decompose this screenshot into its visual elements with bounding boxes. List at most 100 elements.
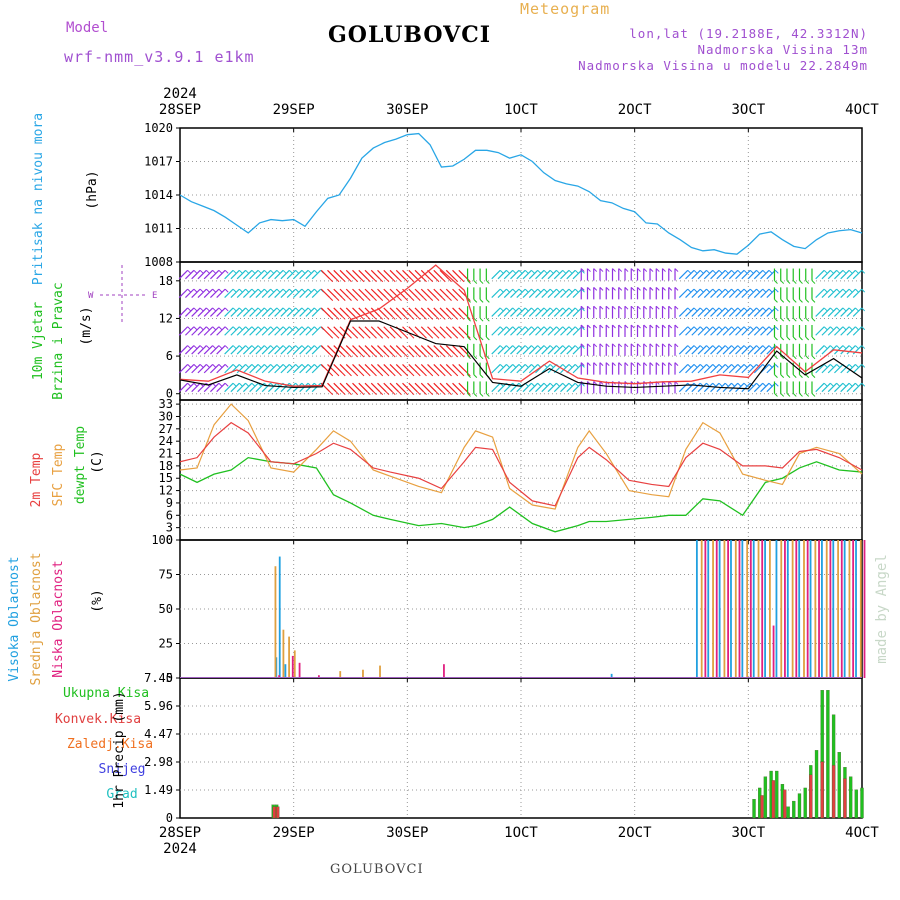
wind-barb — [735, 382, 745, 393]
wind-barb-flag — [391, 278, 396, 283]
wind-barb — [510, 345, 520, 355]
wind-barb-flag — [391, 334, 396, 339]
temp-ytick-label: 3 — [166, 521, 173, 535]
wind-barb — [389, 363, 399, 374]
wind-barb-flag — [391, 353, 396, 358]
wind-barb-flag — [612, 305, 616, 310]
wind-barb — [236, 288, 247, 299]
cloud-bar — [818, 540, 820, 678]
wind-barb-flag — [861, 288, 866, 293]
wind-barb-flag — [485, 317, 490, 322]
wind-barb — [242, 269, 253, 280]
wind-barb — [528, 326, 539, 336]
precip-bar — [860, 787, 864, 819]
time-tick-label-bottom: 1OCT — [504, 825, 538, 841]
wind-barb — [402, 269, 412, 280]
wind-barb-flag — [416, 297, 421, 301]
wind-barb-flag — [756, 307, 760, 312]
wind-barb-flag — [524, 307, 529, 312]
wind-barb-flag — [855, 288, 859, 293]
cloud-bar — [832, 540, 835, 678]
wind-barb-flag — [206, 307, 210, 312]
wind-barb-flag — [762, 288, 767, 293]
wind-barb — [840, 307, 850, 317]
wind-barb — [821, 345, 831, 355]
wind-barb — [402, 326, 412, 336]
wind-barb-flag — [301, 269, 306, 274]
wind-barb — [691, 363, 701, 374]
wind-barb — [716, 345, 726, 355]
wind-barb — [414, 288, 424, 299]
wind-barb — [191, 326, 201, 336]
wind-barb — [327, 307, 337, 317]
wind-barb — [420, 363, 431, 374]
cloud-bar — [734, 540, 737, 678]
cloud-bar — [749, 540, 752, 678]
wind-barb-flag — [580, 362, 585, 366]
wind-barb-flag — [199, 288, 204, 293]
wind-barb-flag — [549, 307, 554, 312]
cloud-bar — [806, 540, 809, 678]
wind-barb-flag — [587, 324, 591, 329]
wind-barb-flag — [348, 278, 352, 283]
wind-barb-flag — [842, 326, 847, 331]
wind-barb — [716, 288, 726, 299]
wind-barb-flag — [282, 326, 287, 331]
wind-barb-flag — [749, 307, 754, 312]
wind-barb — [760, 382, 770, 393]
wind-barb — [685, 363, 695, 374]
wind-barb — [547, 269, 557, 280]
wind-barb-flag — [410, 334, 415, 339]
wind-barb — [255, 345, 265, 355]
wind-barb-flag — [706, 382, 710, 387]
wind-barb-flag — [410, 278, 415, 283]
wind-unit: (m/s) — [79, 306, 94, 345]
wind-barb — [703, 345, 714, 355]
wind-barb-flag — [429, 391, 434, 396]
wind-barb-flag — [276, 345, 281, 349]
wind-barb — [560, 382, 570, 393]
wind-barb-flag — [674, 287, 679, 291]
wind-barb-flag — [373, 316, 377, 320]
wind-barb — [815, 382, 825, 393]
wind-barb — [566, 288, 576, 299]
wind-barb-flag — [731, 326, 735, 331]
wind-barb-flag — [593, 268, 598, 272]
wind-barb — [846, 288, 856, 299]
wind-barb-flag — [360, 391, 365, 396]
wind-barb-flag — [830, 364, 834, 368]
wind-barb-flag — [379, 316, 384, 320]
wind-barb-flag — [786, 393, 791, 397]
wind-barb — [747, 307, 757, 317]
wind-barb-flag — [774, 364, 779, 368]
wind-barb-flag — [218, 382, 223, 387]
wind-barb-flag — [842, 288, 847, 293]
wind-barb-flag — [429, 297, 434, 301]
wind-barb-flag — [836, 288, 841, 293]
wind-barb-flag — [637, 362, 641, 366]
wind-barb — [547, 326, 557, 336]
wind-barb-flag — [587, 287, 591, 291]
wind-barb-flag — [257, 364, 262, 368]
wind-barb — [716, 326, 726, 336]
wind-barb — [230, 382, 240, 393]
wind-barb-flag — [441, 297, 446, 301]
wind-barb-flag — [618, 305, 623, 310]
wind-barb — [728, 363, 739, 374]
wind-barb — [224, 345, 234, 355]
wind-barb-flag — [823, 269, 828, 274]
wind-barb-flag — [404, 297, 409, 301]
wind-barb — [491, 288, 501, 299]
wind-barb — [553, 307, 564, 317]
wind-barb — [267, 269, 278, 280]
wind-barb-flag — [861, 364, 866, 368]
wind-barb-flag — [404, 372, 409, 377]
wind-barb-flag — [512, 307, 517, 312]
wind-barb-flag — [499, 326, 504, 331]
wind-barb-flag — [643, 343, 648, 348]
wind-barb-flag — [212, 288, 217, 293]
wind-barb — [735, 269, 745, 280]
wind-barb — [224, 307, 234, 317]
wind-barb-flag — [668, 362, 673, 366]
wind-barb-flag — [385, 391, 390, 396]
